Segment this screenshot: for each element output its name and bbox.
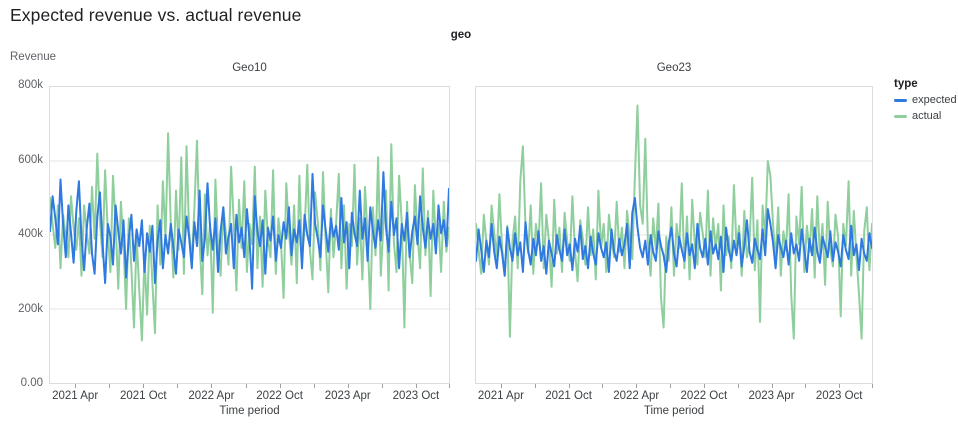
series-line-actual (476, 104, 872, 340)
x-tick-label: 2022 Apr (188, 390, 235, 402)
x-axis-title: Time period (643, 405, 705, 417)
x-tick-mark (602, 384, 604, 388)
y-tick-label: 600k (18, 153, 43, 166)
y-tick-label: 800k (18, 79, 43, 91)
facet-title: Geo23 (656, 62, 692, 74)
y-tick-labels: 800k 600k 400k 200k 0.00 (0, 79, 43, 389)
x-tick-mark (771, 384, 773, 388)
page-title: Expected revenue vs. actual revenue (10, 5, 302, 25)
facet-chart-svg (50, 132, 449, 342)
legend-items: expected actual (894, 94, 957, 122)
legend-swatch-actual (894, 114, 907, 118)
x-tick-label: 2023 Oct (815, 390, 863, 402)
x-tick-mark (415, 384, 417, 388)
x-tick-mark (534, 384, 536, 388)
x-tick-mark (703, 384, 705, 388)
x-ticks (475, 384, 873, 389)
chart-legend: type expected actual (894, 78, 957, 122)
facet-geo10: Geo10 2021 Apr 2021 Oct 2022 Apr 2022 Oct 20… (49, 60, 450, 420)
y-axis-title: Revenue (10, 51, 57, 63)
series-line-expected (50, 171, 449, 290)
x-tick-mark (245, 384, 247, 388)
x-tick-label: 2022 Oct (680, 390, 728, 402)
x-tick-label: 2022 Oct (256, 390, 303, 402)
y-tick-label: 400k (18, 228, 43, 240)
legend-label: actual (912, 110, 942, 122)
x-axis-title: Time period (219, 405, 280, 417)
y-tick-label: 0.00 (20, 377, 43, 389)
facet-geo23: Geo23 2021 Apr 2021 Oct 2022 Apr 2022 Oct 20… (475, 60, 873, 420)
legend-label: expected (912, 94, 957, 106)
x-tick-mark (636, 384, 638, 388)
x-tick-mark (670, 384, 672, 388)
plot-area-geo10 (49, 86, 450, 384)
x-tick-label: 2021 Apr (477, 390, 524, 402)
y-tick-label: 200k (18, 302, 43, 315)
legend-title: type (894, 78, 918, 90)
x-tick-mark (313, 384, 315, 388)
x-tick-mark (109, 384, 111, 388)
legend-swatch-expected (894, 98, 907, 102)
x-tick-labels: 2021 Apr 2021 Oct 2022 Apr 2022 Oct 2023 Apr… (49, 390, 450, 404)
x-tick-labels: 2021 Apr 2021 Oct 2022 Apr 2022 Oct 2023 Apr… (475, 390, 873, 404)
x-tick-mark (737, 384, 739, 388)
series-line-expected (476, 197, 872, 277)
x-tick-label: 2023 Oct (392, 390, 440, 402)
x-tick-mark (177, 384, 179, 388)
x-tick-mark (449, 384, 450, 388)
x-tick-mark (805, 384, 807, 388)
x-tick-label: 2023 Apr (748, 390, 795, 402)
x-tick-label: 2021 Oct (545, 390, 592, 402)
x-tick-mark (381, 384, 383, 388)
legend-item-expected[interactable]: expected (894, 94, 957, 106)
x-tick-label: 2023 Apr (324, 390, 371, 402)
facet-field-header: geo (450, 29, 472, 41)
legend-item-actual[interactable]: actual (894, 110, 956, 122)
series-line-actual (50, 132, 449, 342)
x-tick-mark (279, 384, 281, 388)
x-tick-mark (75, 384, 77, 388)
facet-title: Geo10 (232, 62, 267, 74)
x-tick-mark (347, 384, 349, 388)
x-tick-mark (211, 384, 213, 388)
x-tick-label: 2021 Apr (52, 390, 99, 402)
x-tick-label: 2021 Oct (119, 390, 167, 402)
plot-area-geo23 (475, 86, 873, 384)
x-tick-mark (143, 384, 145, 388)
facet-chart-svg (476, 104, 872, 340)
x-tick-mark (839, 384, 841, 388)
x-tick-mark (568, 384, 570, 388)
x-tick-mark (500, 384, 502, 388)
x-ticks (49, 384, 450, 389)
x-tick-label: 2022 Apr (613, 390, 660, 402)
x-tick-mark (872, 384, 873, 388)
